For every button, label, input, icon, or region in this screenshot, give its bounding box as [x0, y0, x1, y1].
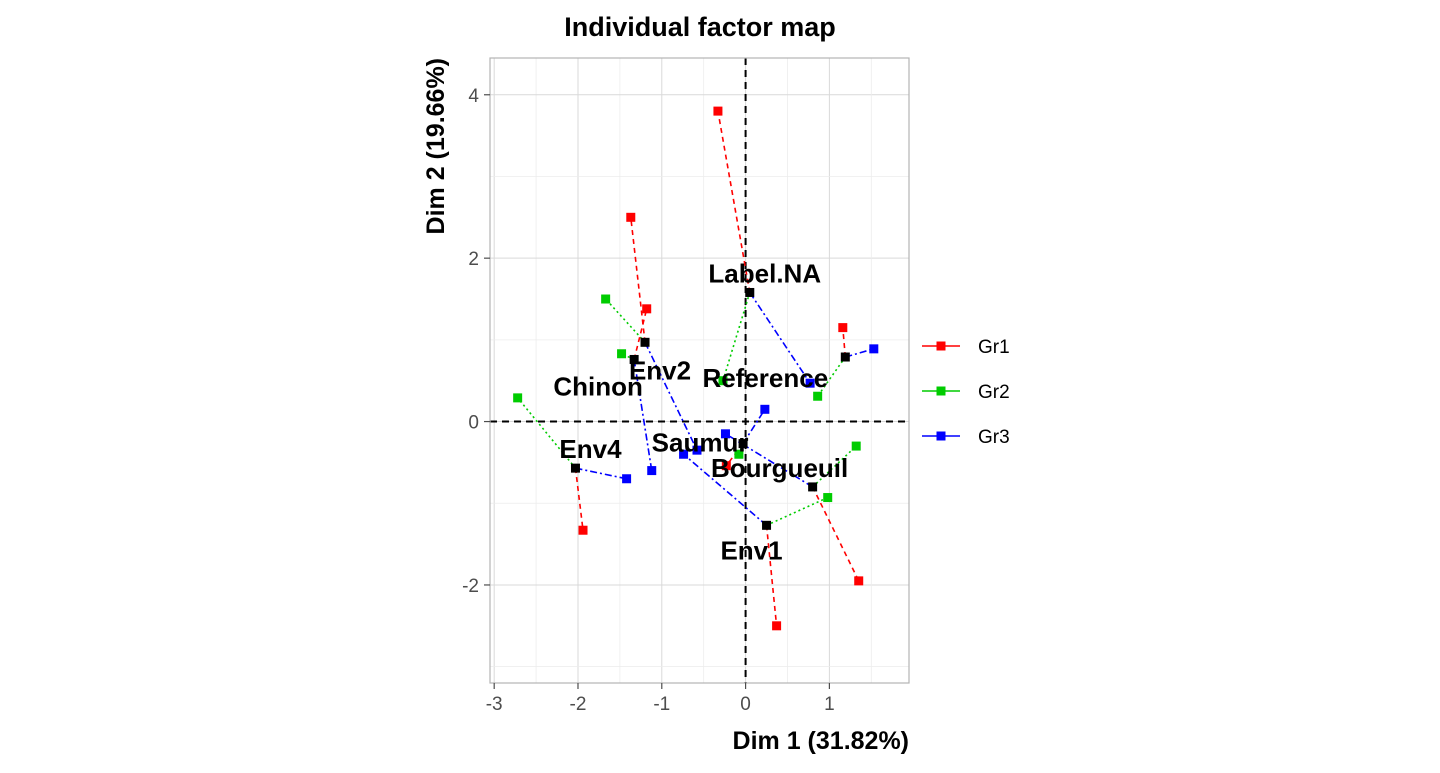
point-bourgueuil-gr2 [851, 441, 861, 451]
legend-label-gr3: Gr3 [978, 427, 1010, 448]
y-tick-label: -2 [462, 576, 479, 597]
link-env4-gr3 [575, 467, 627, 480]
point-reference-gr1 [838, 323, 848, 333]
chart-title: Individual factor map [564, 12, 836, 42]
y-axis-title: Dim 2 (19.66%) [422, 58, 450, 234]
label-reference: Reference [702, 363, 828, 393]
link-env2-gr1 [629, 217, 646, 343]
label-chinon: Chinon [553, 371, 643, 401]
grid-lines [490, 58, 909, 683]
legend-key-gr3 [936, 431, 946, 441]
link-chinon-gr3 [633, 359, 653, 471]
point-reference-gr3 [869, 344, 879, 354]
point-saumur-gr1 [721, 461, 731, 471]
center-point-saumur [738, 439, 748, 449]
point-env1-gr2 [823, 493, 833, 503]
center-point-reference [840, 352, 850, 362]
legend-label-gr1: Gr1 [978, 337, 1010, 358]
label-env1: Env1 [720, 535, 782, 565]
x-axis-title: Dim 1 (31.82%) [733, 727, 909, 755]
center-point-env4 [570, 463, 580, 473]
axis-ticks: -3 -2 -1 0 1 -2 0 2 4 [462, 86, 835, 715]
link-env2-gr3 [644, 341, 698, 451]
label-label-na: Label.NA [708, 258, 821, 288]
x-tick-label: 1 [824, 694, 835, 715]
point-env1-gr3 [679, 449, 689, 459]
center-point-env2 [640, 337, 650, 347]
data-points [513, 106, 879, 631]
point-reference-gr2 [813, 391, 823, 401]
point-chinon-gr1 [642, 304, 652, 314]
legend: Gr1 Gr2 Gr3 [922, 337, 1010, 448]
point-label-na-gr2 [718, 376, 728, 386]
link-env1-gr1 [765, 525, 778, 626]
reference-lines [490, 58, 909, 683]
point-chinon-gr3 [647, 466, 657, 476]
plot-panel-border [489, 57, 910, 684]
point-bourgueuil-gr3 [720, 429, 730, 439]
label-saumur: Saumur [652, 428, 749, 458]
y-tick-label: 0 [468, 413, 479, 434]
x-tick-label: -1 [653, 694, 670, 715]
legend-key-gr1 [936, 341, 946, 351]
link-env2-gr2 [605, 298, 646, 343]
point-env4-gr2 [513, 393, 523, 403]
point-label-na-gr3 [805, 378, 815, 388]
x-tick-label: 0 [740, 694, 751, 715]
y-tick-label: 4 [468, 86, 479, 107]
point-saumur-gr3 [760, 404, 770, 414]
point-env2-gr3 [692, 445, 702, 455]
point-saumur-gr2 [734, 449, 744, 459]
link-reference-gr1 [842, 327, 847, 358]
point-label-na-gr1 [713, 106, 723, 116]
center-point-label-na [745, 287, 755, 297]
link-saumur-gr3 [742, 408, 766, 445]
individual-labels: Label.NA Env2 Reference Chinon Saumur Env4 Bou… [553, 258, 848, 565]
link-label-na-gr1 [717, 110, 751, 293]
link-bourgueuil-gr1 [811, 486, 860, 582]
y-tick-label: 2 [468, 249, 479, 270]
link-chinon-gr1 [633, 308, 648, 360]
point-bourgueuil-gr1 [854, 576, 864, 586]
center-point-chinon [629, 354, 639, 364]
link-label-na-gr3 [749, 292, 811, 384]
point-env4-gr3 [622, 474, 632, 484]
center-point-bourgueuil [808, 482, 818, 492]
link-env4-gr2 [517, 397, 577, 469]
label-env2: Env2 [629, 355, 691, 385]
link-env1-gr3 [683, 453, 768, 526]
point-env2-gr2 [601, 294, 611, 304]
x-tick-label: -2 [570, 694, 587, 715]
link-reference-gr3 [845, 348, 875, 358]
link-label-na-gr2 [722, 292, 751, 381]
point-env2-gr1 [626, 212, 636, 222]
point-env1-gr1 [772, 621, 782, 631]
legend-label-gr2: Gr2 [978, 382, 1010, 403]
link-env1-gr2 [766, 496, 829, 527]
point-env4-gr1 [578, 525, 588, 535]
label-bourgueuil: Bourgueuil [711, 453, 848, 483]
label-env4: Env4 [559, 434, 622, 464]
x-tick-label: -3 [486, 694, 503, 715]
legend-key-gr2 [936, 386, 946, 396]
center-point-env1 [762, 520, 772, 530]
point-chinon-gr2 [617, 349, 627, 359]
link-env4-gr1 [574, 468, 584, 531]
